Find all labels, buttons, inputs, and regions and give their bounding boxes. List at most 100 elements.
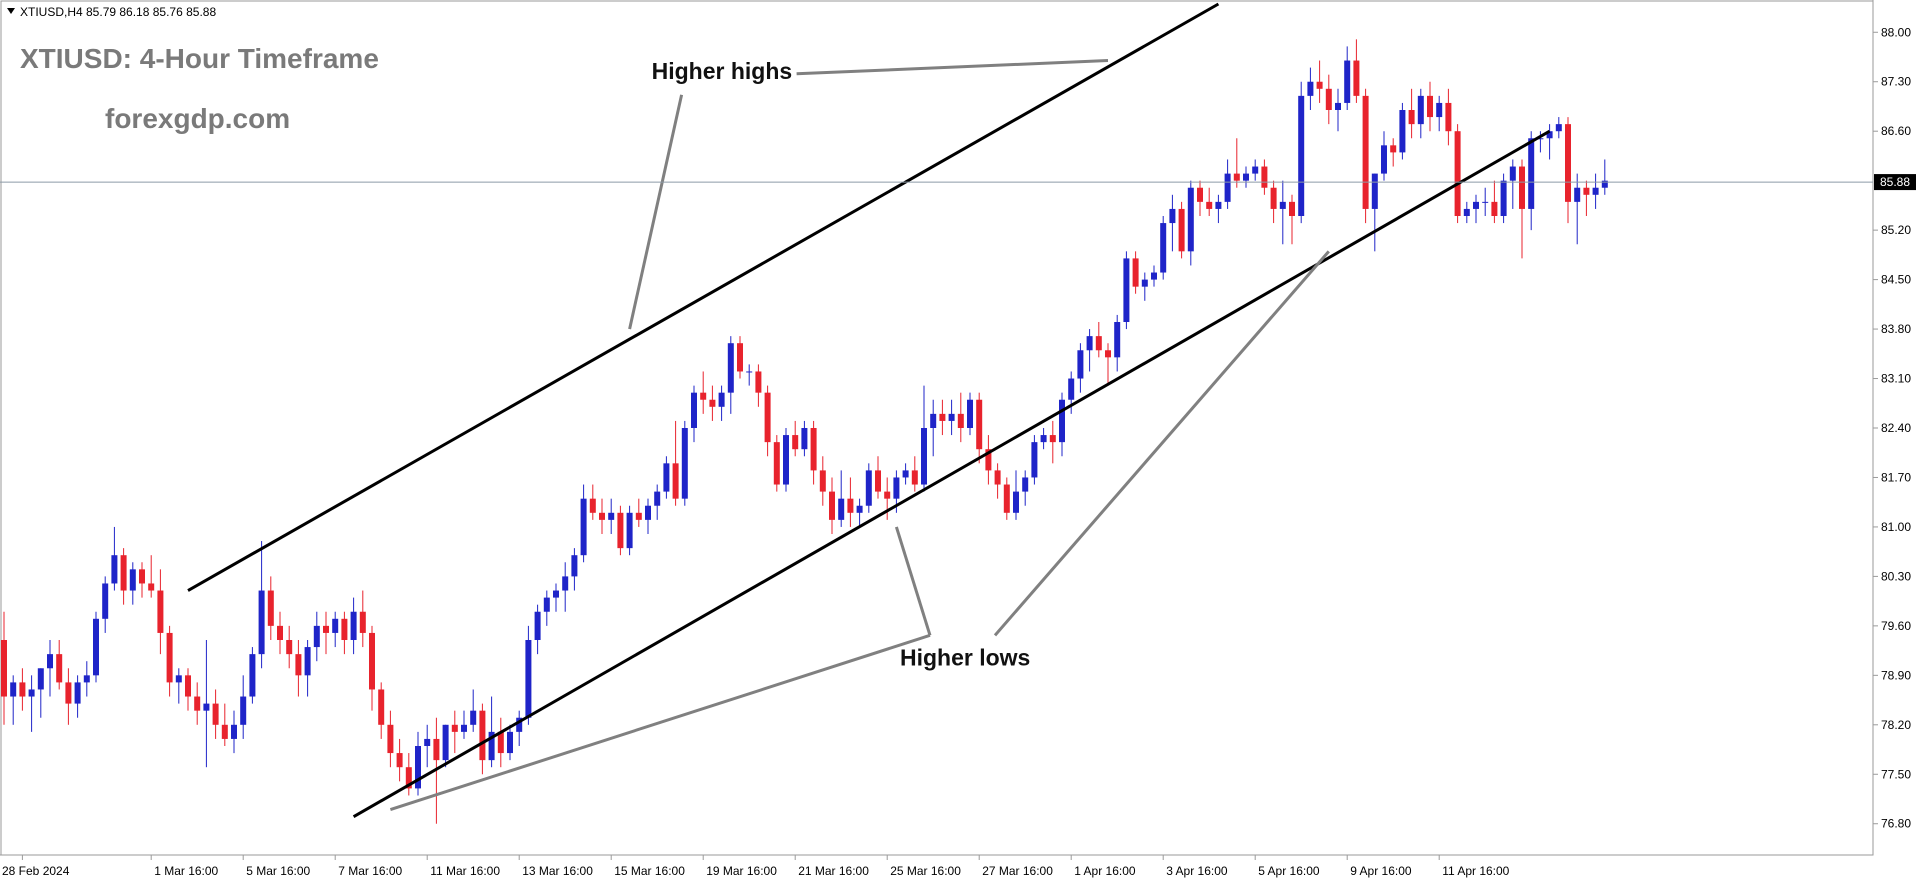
candle-body xyxy=(148,583,155,591)
candle xyxy=(1233,138,1240,188)
candle xyxy=(332,611,339,648)
candle-body xyxy=(166,632,173,683)
candle xyxy=(157,569,164,655)
candle-body xyxy=(1151,272,1157,280)
y-tick-label: 85.20 xyxy=(1881,223,1911,237)
candle-body xyxy=(378,689,385,725)
candle-body xyxy=(1031,442,1038,478)
candle-body xyxy=(1519,166,1525,209)
candle xyxy=(1160,216,1167,280)
channel-line-lower[interactable] xyxy=(352,129,1551,818)
candle xyxy=(1114,314,1121,372)
candle xyxy=(1077,343,1084,393)
candle-body xyxy=(681,428,688,499)
candle xyxy=(865,463,872,513)
candle-body xyxy=(746,371,753,373)
candle-body xyxy=(691,392,697,428)
candle-body xyxy=(304,647,311,676)
candle xyxy=(1261,159,1268,195)
candle xyxy=(1463,201,1470,224)
candle-body xyxy=(1123,258,1130,322)
candle-body xyxy=(1500,180,1507,216)
candle xyxy=(479,703,486,775)
candle-body xyxy=(856,505,863,513)
candle xyxy=(911,456,918,492)
candle-body xyxy=(212,703,219,725)
candle-body xyxy=(1408,110,1415,125)
candle-body xyxy=(341,618,348,640)
candle xyxy=(709,385,716,421)
candle xyxy=(1491,180,1498,224)
candle xyxy=(516,710,523,746)
candle xyxy=(1243,166,1249,188)
candle xyxy=(1528,131,1535,231)
candle-body xyxy=(1040,435,1047,443)
symbol-dropdown-icon[interactable] xyxy=(7,8,15,14)
x-tick-label: 19 Mar 16:00 xyxy=(706,864,777,878)
candle xyxy=(1003,477,1010,520)
x-axis-ticks: 28 Feb 2024 1 Mar 16:00 5 Mar 16:00 7 Mar 1… xyxy=(2,855,1510,878)
candle-body xyxy=(47,654,53,669)
candle-body xyxy=(819,470,826,492)
candle-body xyxy=(1445,102,1452,132)
candle xyxy=(313,611,320,662)
candle-body xyxy=(1114,322,1121,358)
candle-body xyxy=(240,696,247,725)
candle-body xyxy=(516,717,523,732)
candle-body xyxy=(1546,131,1553,139)
candle-body xyxy=(1141,279,1148,287)
candle xyxy=(525,625,532,725)
candle-body xyxy=(405,767,412,789)
candle-body xyxy=(19,682,26,697)
candle-body xyxy=(1427,95,1433,118)
candle-body xyxy=(120,555,127,591)
candle xyxy=(1141,272,1148,301)
candle-body xyxy=(323,625,329,633)
candle-body xyxy=(194,696,201,711)
candle xyxy=(1436,95,1443,132)
candle xyxy=(120,548,127,605)
candle-body xyxy=(359,611,366,633)
candle-body xyxy=(1224,173,1231,202)
candle-body xyxy=(571,555,578,577)
candle-body xyxy=(1537,138,1544,140)
candle xyxy=(755,364,762,407)
candle-body xyxy=(497,731,504,754)
candle xyxy=(562,562,569,612)
candle-body xyxy=(847,498,854,513)
candle-body xyxy=(83,675,90,683)
candle xyxy=(534,604,541,655)
candle xyxy=(1197,180,1203,216)
candle-body xyxy=(1473,201,1479,209)
x-tick-label: 5 Mar 16:00 xyxy=(246,864,310,878)
candle-body xyxy=(810,428,817,471)
candle xyxy=(1105,343,1111,386)
x-tick-label: 1 Apr 16:00 xyxy=(1074,864,1136,878)
candle-body xyxy=(1528,138,1535,209)
candle xyxy=(1132,251,1139,294)
candle xyxy=(727,336,734,414)
candle xyxy=(415,731,421,796)
candle-body xyxy=(635,512,642,520)
candle xyxy=(1224,159,1231,209)
candle xyxy=(129,562,136,605)
candle xyxy=(240,675,247,739)
x-tick-label: 3 Apr 16:00 xyxy=(1166,864,1228,878)
candle-body xyxy=(424,738,431,746)
candle xyxy=(194,682,201,725)
candle xyxy=(967,392,973,436)
candle xyxy=(451,710,458,754)
symbol-info-group: XTIUSD,H4 85.79 86.18 85.76 85.88 xyxy=(7,5,216,19)
candle xyxy=(976,392,983,464)
candle xyxy=(1298,81,1305,224)
candle-body xyxy=(1399,110,1406,153)
candle xyxy=(1270,180,1277,224)
candle-body xyxy=(1270,187,1277,209)
candle-body xyxy=(1574,187,1581,202)
x-tick-label: 11 Apr 16:00 xyxy=(1442,864,1509,878)
candle xyxy=(746,364,753,386)
higher-lows-label: Higher lows xyxy=(900,644,1030,670)
channel-line-upper[interactable] xyxy=(187,2,1220,592)
candle xyxy=(875,456,881,499)
